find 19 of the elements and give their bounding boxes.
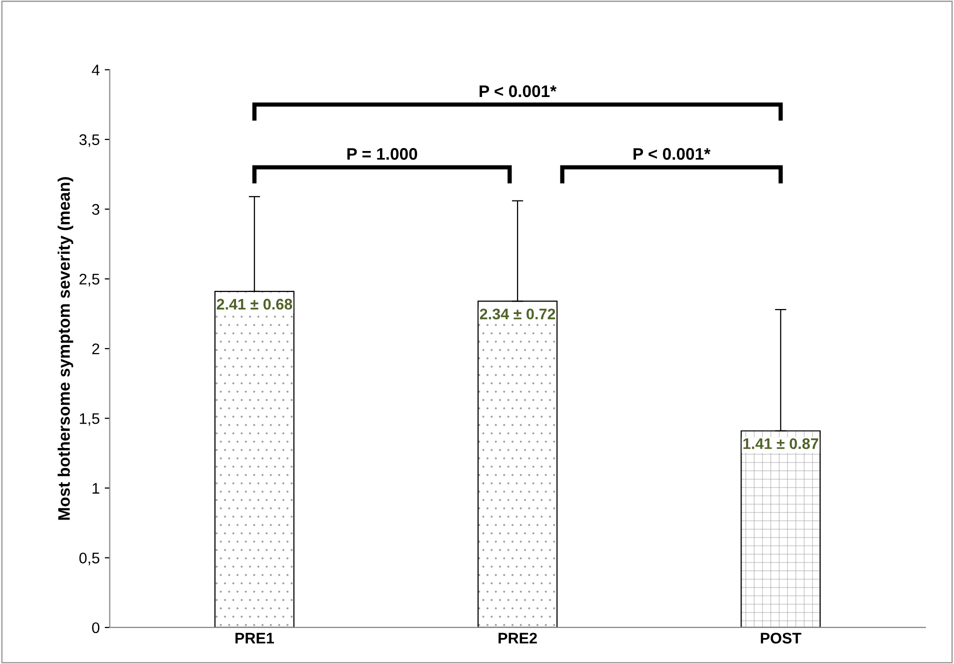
data-label: 1.41 ± 0.87 (743, 438, 818, 450)
y-tick-label: 0,5 (79, 552, 100, 566)
y-tick-label: 0 (92, 622, 100, 634)
annotation: P = 1.000 (347, 148, 418, 160)
y-axis-title: Most bothersome symptom severity (mean) (58, 177, 74, 520)
x-tick-label: PRE1 (235, 632, 274, 644)
y-tick-label: 1,5 (80, 413, 100, 426)
y-tick-label: 2,5 (80, 274, 100, 286)
y-tick-label: 3,5 (79, 134, 100, 147)
x-tick-label: PRE2 (498, 632, 537, 644)
data-label: 2.41 ± 0.68 (216, 298, 292, 310)
annotation: P < 0.001* (634, 148, 710, 160)
y-tick-label: 2 (92, 343, 100, 354)
x-tick-label: POST (760, 632, 802, 644)
data-label: 2.34 ± 0.72 (480, 308, 556, 320)
y-tick-label: 1 (92, 483, 100, 494)
annotation: P < 0.001* (480, 85, 557, 98)
y-tick-label: 3 (92, 204, 100, 215)
y-tick-label: 4 (92, 64, 100, 76)
